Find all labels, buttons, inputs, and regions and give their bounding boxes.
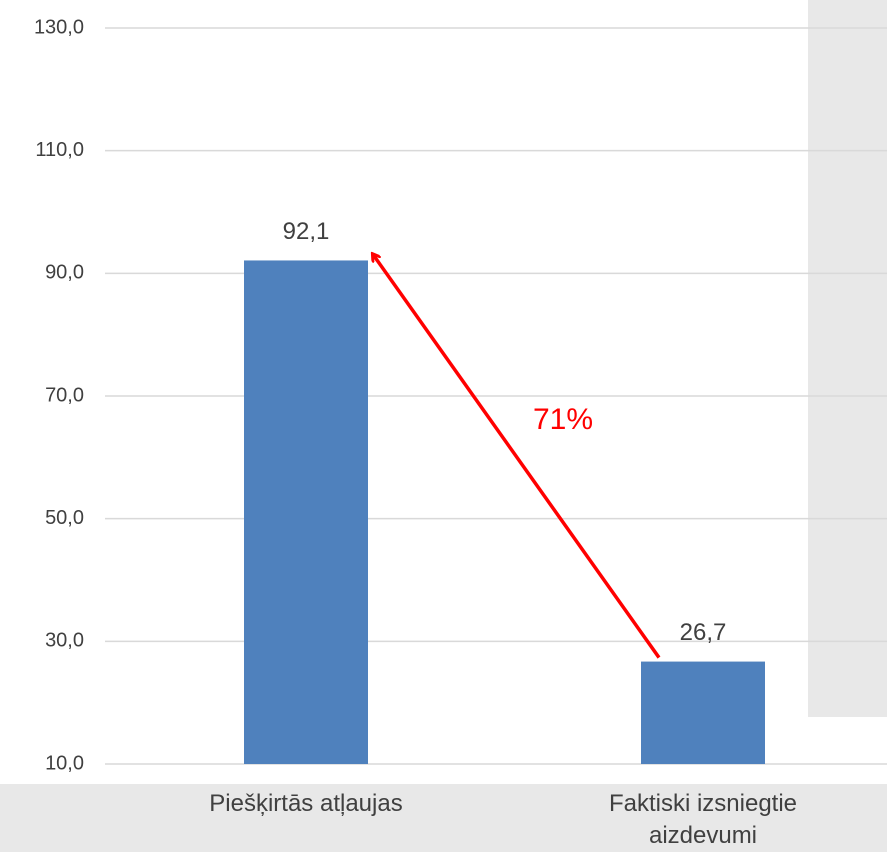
y-tick-label: 70,0 bbox=[45, 384, 84, 406]
bar bbox=[641, 661, 765, 764]
y-tick-label: 110,0 bbox=[35, 139, 84, 161]
x-tick-label: Piešķirtās atļaujas bbox=[209, 790, 403, 817]
data-label: 92,1 bbox=[283, 218, 330, 245]
y-tick-label: 30,0 bbox=[45, 630, 84, 652]
annotation: 71% bbox=[533, 403, 593, 436]
y-tick-label: 10,0 bbox=[45, 752, 84, 774]
bar bbox=[244, 260, 368, 764]
x-axis-band bbox=[0, 784, 887, 852]
y-tick-label: 130,0 bbox=[34, 16, 84, 38]
side-panel bbox=[808, 0, 887, 717]
x-tick-label: Faktiski izsniegtie aizdevumi bbox=[608, 790, 798, 849]
y-tick-label: 50,0 bbox=[45, 507, 84, 529]
data-label: 26,7 bbox=[680, 619, 727, 646]
arrow bbox=[373, 254, 661, 659]
y-tick-label: 90,0 bbox=[45, 262, 84, 284]
